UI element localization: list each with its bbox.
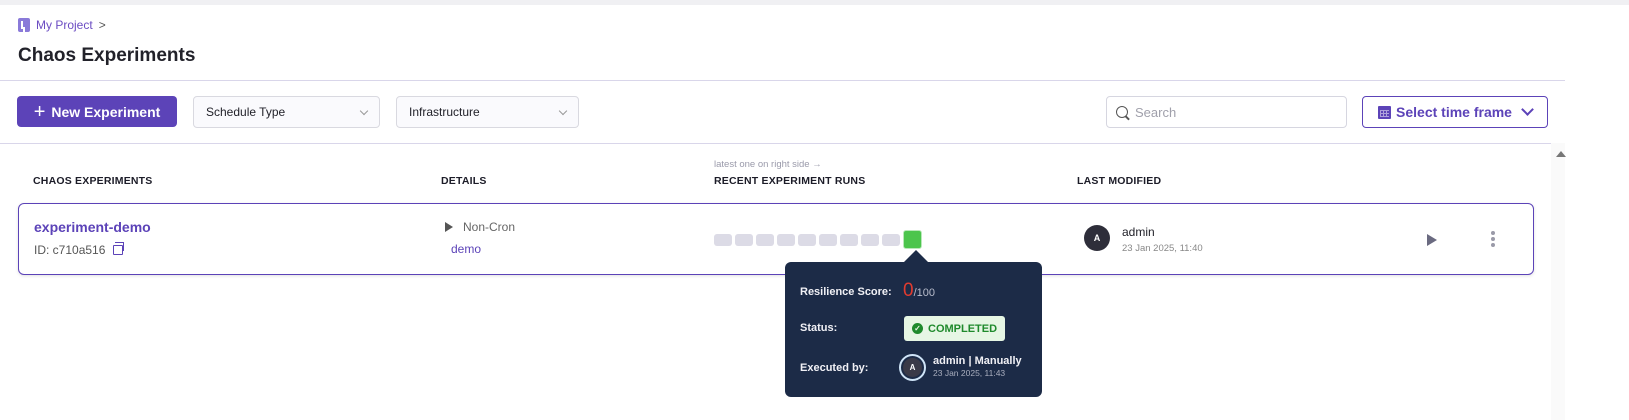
schedule-detail: Non-Cron	[445, 220, 515, 234]
experiment-name-link[interactable]: experiment-demo	[34, 219, 151, 235]
status-text: COMPLETED	[928, 322, 998, 335]
schedule-type-dropdown[interactable]: Schedule Type	[193, 96, 380, 128]
search-icon	[1116, 106, 1128, 118]
play-icon	[445, 222, 453, 232]
page-title: Chaos Experiments	[18, 45, 196, 66]
column-header-recent-runs: RECENT EXPERIMENT RUNS	[714, 175, 866, 187]
chevron-down-icon	[558, 106, 568, 115]
run-cell-empty	[882, 233, 900, 246]
column-header-details: DETAILS	[441, 175, 487, 187]
column-header-last-modified: LAST MODIFIED	[1077, 175, 1162, 187]
calendar-icon	[1378, 105, 1392, 119]
status-badge: ✓ COMPLETED	[904, 316, 1006, 341]
chevron-down-icon	[359, 106, 369, 115]
select-time-frame-button[interactable]: Select time frame	[1362, 96, 1548, 128]
infrastructure-dropdown[interactable]: Infrastructure	[396, 96, 579, 128]
infrastructure-label: Infrastructure	[409, 105, 480, 119]
check-circle-icon: ✓	[912, 323, 923, 334]
more-options-icon[interactable]	[1491, 231, 1495, 247]
status-label: Status:	[800, 322, 838, 334]
breadcrumb-separator: >	[98, 18, 106, 32]
scrollbar[interactable]	[1551, 143, 1565, 420]
experiment-id-text: ID: c710a516	[34, 243, 106, 257]
copy-icon[interactable]	[113, 242, 125, 255]
chevron-down-icon	[1521, 103, 1534, 116]
tooltip-arrow	[904, 250, 928, 262]
table-row[interactable]	[18, 203, 1534, 275]
search-input[interactable]	[1135, 104, 1325, 120]
run-tooltip: Resilience Score: 0 /100 Status: ✓ COMPL…	[785, 262, 1042, 397]
breadcrumb-project-link[interactable]: My Project	[36, 18, 93, 32]
column-header-experiments: CHAOS EXPERIMENTS	[33, 175, 153, 187]
modified-by: admin	[1122, 225, 1155, 239]
avatar: A	[899, 354, 926, 381]
run-cell-empty	[798, 233, 816, 246]
infrastructure-link[interactable]: demo	[451, 242, 482, 256]
run-cell-empty	[861, 233, 879, 246]
score-value: 0	[903, 280, 914, 301]
resilience-score-label: Resilience Score:	[800, 286, 892, 298]
divider	[0, 80, 1565, 81]
last-modified: A admin 23 Jan 2025, 11:40	[1084, 225, 1203, 254]
divider	[0, 143, 1565, 144]
score-max: /100	[913, 287, 935, 299]
scroll-up-arrow-icon[interactable]	[1556, 151, 1566, 157]
resilience-score: 0 /100	[903, 280, 935, 302]
run-cell-empty	[735, 233, 753, 246]
avatar: A	[1084, 225, 1110, 251]
time-frame-label: Select time frame	[1396, 104, 1512, 120]
executor-name: admin | Manually	[933, 355, 1022, 367]
experiment-id: ID: c710a516	[34, 242, 125, 257]
new-experiment-button[interactable]: + New Experiment	[17, 96, 177, 127]
executed-at: 23 Jan 2025, 11:43	[933, 368, 1006, 378]
executed-by-label: Executed by:	[800, 362, 869, 374]
project-icon	[18, 18, 30, 32]
run-cell-empty	[714, 233, 732, 246]
top-strip	[0, 0, 1629, 5]
modified-at: 23 Jan 2025, 11:40	[1122, 243, 1203, 254]
run-experiment-icon[interactable]	[1427, 234, 1437, 246]
executor: A admin | Manually 23 Jan 2025, 11:43	[899, 354, 1022, 381]
breadcrumb: My Project >	[18, 18, 106, 32]
search-box[interactable]	[1106, 96, 1347, 128]
plus-icon: +	[33, 100, 46, 123]
avatar-initial: A	[903, 358, 922, 377]
recent-runs	[714, 230, 922, 249]
new-experiment-label: New Experiment	[51, 103, 161, 120]
schedule-type-label: Schedule Type	[206, 105, 286, 119]
run-cell-empty	[777, 233, 795, 246]
run-cell-empty	[756, 233, 774, 246]
run-cell-empty	[819, 233, 837, 246]
schedule-type-text: Non-Cron	[463, 220, 516, 234]
run-cell-completed[interactable]	[903, 230, 922, 249]
run-cell-empty	[840, 233, 858, 246]
runs-order-hint: latest one on right side →	[714, 159, 822, 170]
